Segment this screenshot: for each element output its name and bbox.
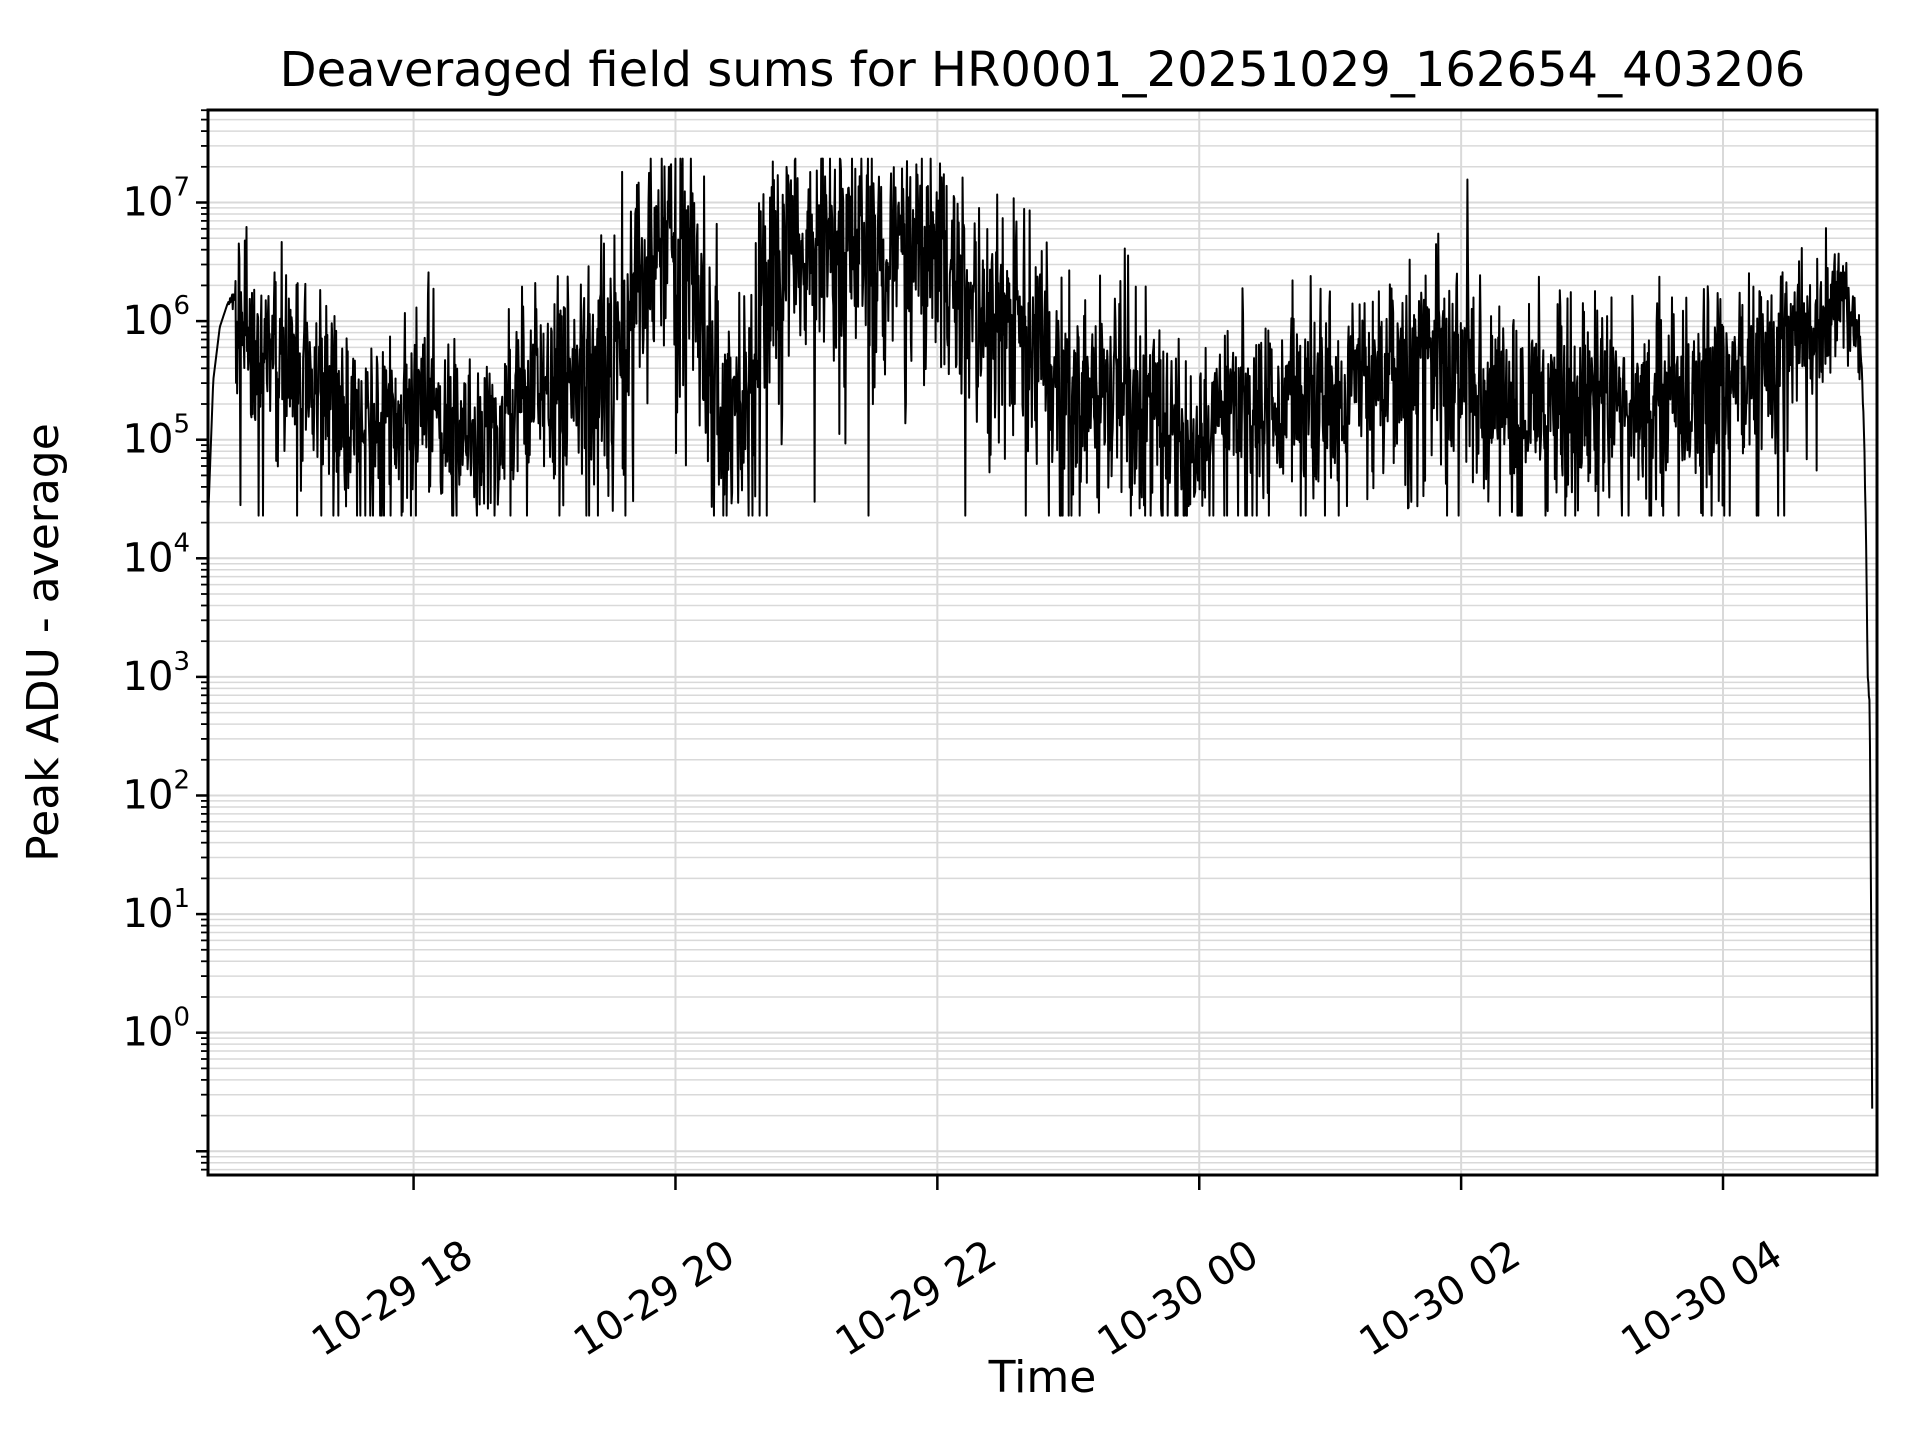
y-axis-label: Peak ADU - average [18, 423, 69, 862]
x-axis-label: Time [988, 1352, 1097, 1403]
series-layer [207, 157, 1874, 1109]
chart-title: Deaveraged field sums for HR0001_2025102… [280, 42, 1806, 98]
series-line [207, 157, 1874, 1109]
y-tick-label: 105 [123, 410, 190, 463]
plot-frame [206, 108, 1879, 1177]
y-tick-label: 106 [123, 291, 190, 344]
